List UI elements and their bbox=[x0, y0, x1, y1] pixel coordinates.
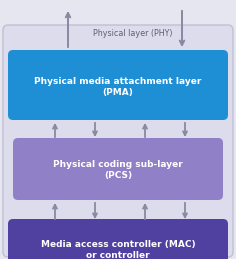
Text: Media access controller (MAC)
or controller: Media access controller (MAC) or control… bbox=[41, 240, 195, 259]
FancyBboxPatch shape bbox=[8, 219, 228, 259]
FancyBboxPatch shape bbox=[13, 138, 223, 200]
FancyBboxPatch shape bbox=[8, 50, 228, 120]
Text: Physical coding sub-layer
(PCS): Physical coding sub-layer (PCS) bbox=[53, 160, 183, 180]
Text: Physical media attachment layer
(PMA): Physical media attachment layer (PMA) bbox=[34, 77, 202, 97]
Text: Physical layer (PHY): Physical layer (PHY) bbox=[93, 30, 173, 39]
FancyBboxPatch shape bbox=[3, 25, 233, 257]
